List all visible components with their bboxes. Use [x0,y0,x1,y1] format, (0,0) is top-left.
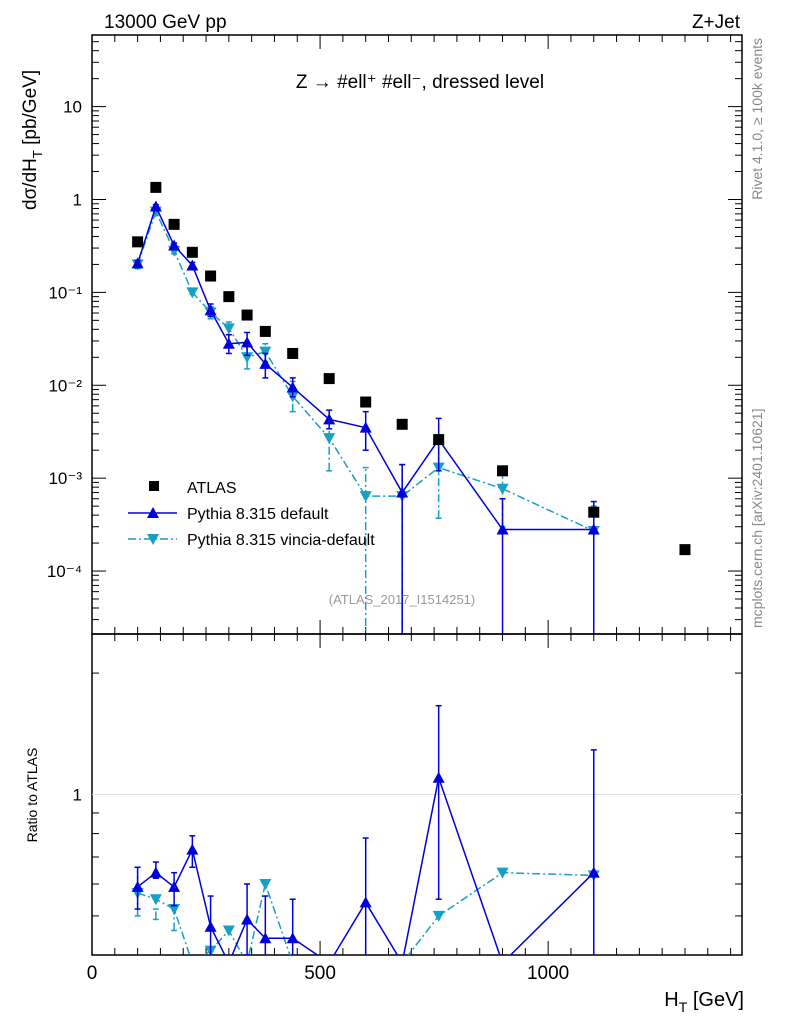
plot-area [131,181,691,634]
data-point-pythia-8-315-vincia-default [222,925,235,937]
data-point-atlas [588,506,600,518]
data-point-pythia-8-315-default [186,843,199,855]
data-point-pythia-8-315-vincia-default [496,483,509,495]
series-line-pythia-8-315-vincia-default [136,209,595,532]
x-axis-label-sub: T [679,999,688,1015]
data-point-atlas [241,309,253,321]
ratio-y-axis-label: Ratio to ATLAS [24,748,40,843]
x-tick-label: 500 [304,963,336,984]
series-line-pythia-8-315-vincia-default [137,871,594,955]
data-point-pythia-8-315-vincia-default [496,867,509,879]
data-point-atlas [205,270,217,282]
y-tick-label: 10⁻¹ [48,283,82,302]
data-point-atlas [287,347,299,359]
data-point-pythia-8-315-default [222,337,235,349]
legend-marker-vincia [147,534,159,545]
y-tick-label: 1 [73,786,82,805]
data-point-atlas [679,544,691,556]
data-point-pythia-8-315-default [359,421,372,433]
side-label-rivet: Rivet 4.1.0, ≥ 100k events [749,38,765,200]
y-tick-label: 10 [63,98,82,117]
data-point-atlas [259,325,271,337]
x-tick-label: 1000 [527,963,569,984]
data-point-pythia-8-315-default [286,381,299,393]
header-left: 13000 GeV pp [104,12,227,33]
legend-marker-atlas [149,481,159,491]
x-axis-label-unit: [GeV] [687,989,744,1011]
ratio-panel: 1 0 500 1000 [73,633,743,984]
data-point-pythia-8-315-default [131,880,144,892]
y-axis-label-sub: T [30,150,45,158]
y-tick-label: 10⁻³ [48,469,82,488]
data-point-pythia-8-315-default [259,357,272,369]
main-panel: 10 1 10⁻¹ 10⁻² 10⁻³ 10⁻⁴ [47,34,743,635]
legend: ATLAS Pythia 8.315 default Pythia 8.315 … [128,480,375,549]
data-point-pythia-8-315-default [587,866,600,878]
legend-label-vincia: Pythia 8.315 vincia-default [187,532,375,549]
data-point-atlas [186,246,198,258]
data-point-pythia-8-315-default [587,523,600,535]
data-point-pythia-8-315-vincia-default [168,904,181,916]
data-point-pythia-8-315-vincia-default [259,878,272,890]
data-point-pythia-8-315-default [241,336,254,348]
data-point-atlas [360,396,372,408]
data-point-atlas [433,434,445,446]
legend-label-atlas: ATLAS [187,480,237,497]
data-point-pythia-8-315-vincia-default [259,346,272,358]
data-point-pythia-8-315-default [204,920,217,932]
x-tick-label: 0 [87,963,98,984]
data-point-pythia-8-315-vincia-default [323,433,336,445]
data-point-pythia-8-315-default [496,523,509,535]
data-point-pythia-8-315-default [259,932,272,944]
data-point-pythia-8-315-vincia-default [149,894,162,906]
y-axis-label-main: dσ/dH [20,158,41,210]
data-point-pythia-8-315-default [323,413,336,425]
side-label-mcplots: mcplots.cern.ch [arXiv:2401.10621] [749,409,765,628]
data-point-pythia-8-315-vincia-default [359,491,372,503]
data-point-pythia-8-315-default [204,304,217,316]
data-point-pythia-8-315-vincia-default [222,323,235,335]
data-point-pythia-8-315-default [131,257,144,269]
data-point-atlas [168,218,180,230]
data-point-pythia-8-315-default [149,866,162,878]
legend-label-default: Pythia 8.315 default [187,506,329,523]
y-axis-label: dσ/dHT [pb/GeV] [20,70,45,210]
data-point-pythia-8-315-default [432,771,445,783]
data-point-pythia-8-315-default [186,259,199,271]
data-point-atlas [323,373,335,385]
data-point-atlas [132,236,144,248]
y-tick-label: 1 [73,190,82,209]
data-point-pythia-8-315-default [396,486,409,498]
data-point-pythia-8-315-default [168,880,181,892]
x-axis-label: HT [GeV] [664,989,744,1015]
data-point-pythia-8-315-default [359,896,372,908]
data-point-pythia-8-315-default [241,913,254,925]
data-point-pythia-8-315-default [149,200,162,212]
x-axis-label-main: H [664,989,678,1011]
data-point-pythia-8-315-default [168,239,181,251]
data-point-pythia-8-315-vincia-default [432,910,445,922]
data-point-pythia-8-315-default [286,932,299,944]
analysis-annotation: (ATLAS_2017_I1514251) [329,592,475,607]
legend-marker-default [147,507,159,518]
y-tick-label: 10⁻² [48,376,82,395]
plot-title: Z → #ell⁺ #ell⁻, dressed level [296,72,544,93]
plot-area [92,704,742,955]
header-right: Z+Jet [692,12,741,33]
data-point-pythia-8-315-vincia-default [186,287,199,299]
data-point-atlas [497,465,509,477]
y-axis-label-unit: [pb/GeV] [20,70,41,150]
data-point-atlas [223,291,235,303]
y-tick-label: 10⁻⁴ [47,562,82,581]
data-point-atlas [150,181,162,193]
data-point-atlas [396,418,408,430]
